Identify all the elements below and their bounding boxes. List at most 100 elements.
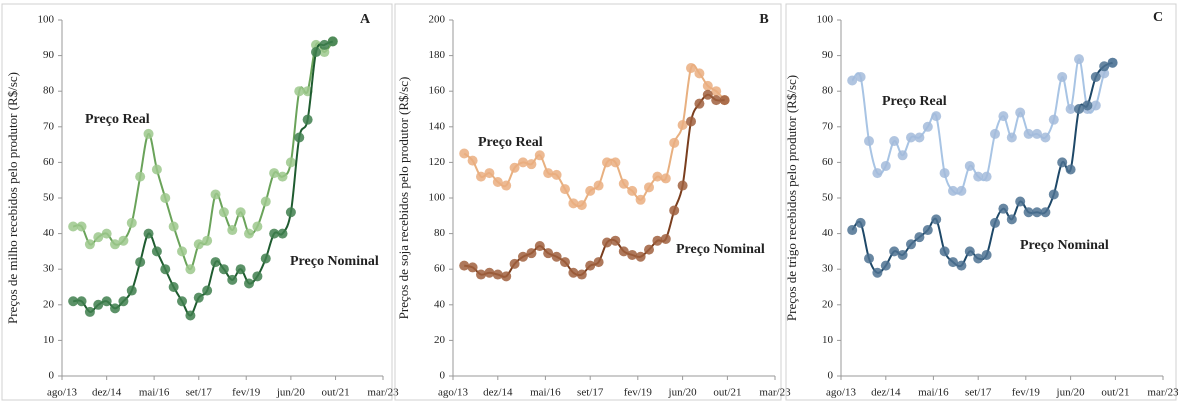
panel-letter: C <box>1153 10 1163 25</box>
point <box>593 257 604 268</box>
y-tick-label: 80 <box>43 85 55 97</box>
y-axis-title: Preços de milho recebidos pelo produtor … <box>5 72 20 324</box>
point <box>1006 132 1017 143</box>
point <box>294 86 305 97</box>
x-tick-label: jun/20 <box>668 387 698 399</box>
x-tick-label: dez/14 <box>871 387 901 399</box>
point <box>1048 189 1059 200</box>
point <box>855 217 866 228</box>
point <box>686 116 696 127</box>
point <box>880 260 891 271</box>
point <box>534 241 545 252</box>
point <box>543 248 554 259</box>
y-tick-label: 100 <box>817 14 834 26</box>
point <box>160 193 171 203</box>
point <box>702 89 713 100</box>
point <box>118 296 129 307</box>
point <box>652 171 663 182</box>
point <box>644 182 654 193</box>
x-tick-label: set/17 <box>186 387 213 399</box>
point <box>235 207 246 218</box>
point <box>956 260 967 271</box>
point <box>576 269 587 280</box>
point <box>906 239 916 250</box>
point <box>551 251 562 262</box>
point <box>484 168 495 179</box>
point <box>1032 128 1042 139</box>
point <box>864 136 874 147</box>
point <box>151 246 162 257</box>
y-tick-label: 100 <box>38 14 55 26</box>
point <box>1015 196 1026 207</box>
point <box>1023 128 1034 139</box>
point <box>177 296 188 307</box>
y-tick-label: 0 <box>440 370 446 382</box>
point <box>76 221 87 232</box>
point <box>1040 207 1051 218</box>
y-tick-label: 70 <box>43 120 55 132</box>
point <box>193 239 204 250</box>
point <box>686 63 696 74</box>
point <box>551 169 562 180</box>
point <box>252 271 263 282</box>
point <box>210 257 221 268</box>
annotation: Preço Nominal <box>290 254 379 269</box>
point <box>906 132 916 143</box>
point <box>509 162 520 173</box>
point <box>635 194 646 205</box>
point <box>998 111 1009 122</box>
point <box>459 148 470 159</box>
point <box>185 310 196 321</box>
point <box>260 196 271 207</box>
y-tick-label: 20 <box>43 298 55 310</box>
point <box>202 235 213 246</box>
point <box>518 251 528 262</box>
point <box>618 246 629 257</box>
point <box>76 296 87 307</box>
x-tick-label: ago/13 <box>438 387 468 399</box>
point <box>627 185 638 196</box>
point <box>484 267 495 278</box>
point <box>998 203 1009 214</box>
y-tick-label: 120 <box>429 156 446 168</box>
point <box>244 228 255 239</box>
point <box>922 121 933 132</box>
point <box>1082 100 1093 111</box>
y-tick-label: 80 <box>434 227 446 239</box>
point <box>110 239 121 250</box>
y-tick-label: 40 <box>822 227 834 239</box>
point <box>68 221 79 232</box>
y-tick-label: 50 <box>822 192 834 204</box>
point <box>576 200 587 211</box>
point <box>1040 132 1051 143</box>
point <box>914 232 925 243</box>
y-tick-label: 0 <box>828 370 834 382</box>
point <box>93 299 104 310</box>
point <box>302 114 313 125</box>
point <box>177 246 188 257</box>
point <box>193 292 204 303</box>
y-tick-label: 30 <box>43 263 55 275</box>
x-tick-label: fev/19 <box>1012 387 1041 399</box>
point <box>277 228 288 239</box>
point <box>492 176 503 187</box>
point <box>492 269 503 280</box>
annotation: Preço Real <box>882 94 947 109</box>
point <box>311 39 322 50</box>
point <box>501 180 512 191</box>
y-tick-label: 0 <box>49 370 55 382</box>
annotation: Preço Nominal <box>1020 238 1109 253</box>
point <box>518 157 528 168</box>
y-tick-label: 80 <box>822 85 834 97</box>
point <box>652 235 663 246</box>
point <box>143 128 154 139</box>
point <box>568 267 579 278</box>
point <box>711 95 722 106</box>
x-tick-label: mar/23 <box>1147 387 1178 399</box>
point <box>627 249 638 260</box>
point <box>501 271 512 282</box>
point <box>135 171 146 182</box>
point <box>227 274 238 285</box>
point <box>1090 100 1101 111</box>
